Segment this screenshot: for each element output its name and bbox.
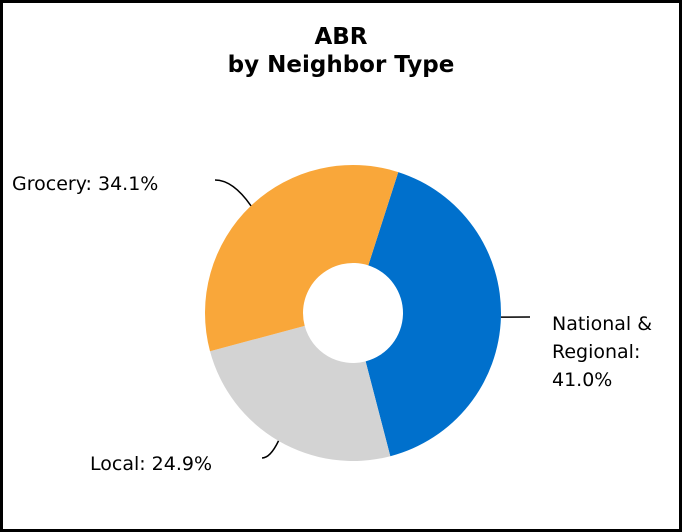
leader-line <box>214 179 252 207</box>
donut-slice <box>210 325 391 461</box>
data-label: Local: 24.9% <box>90 453 212 475</box>
chart-title: ABR <box>314 24 367 50</box>
data-label: Grocery: 34.1% <box>12 173 158 195</box>
chart-subtitle: by Neighbor Type <box>228 52 455 78</box>
donut-slice <box>204 164 399 352</box>
data-label: National & Regional: 41.0% <box>552 313 652 391</box>
leader-line <box>261 440 280 459</box>
donut-slice <box>365 172 502 457</box>
